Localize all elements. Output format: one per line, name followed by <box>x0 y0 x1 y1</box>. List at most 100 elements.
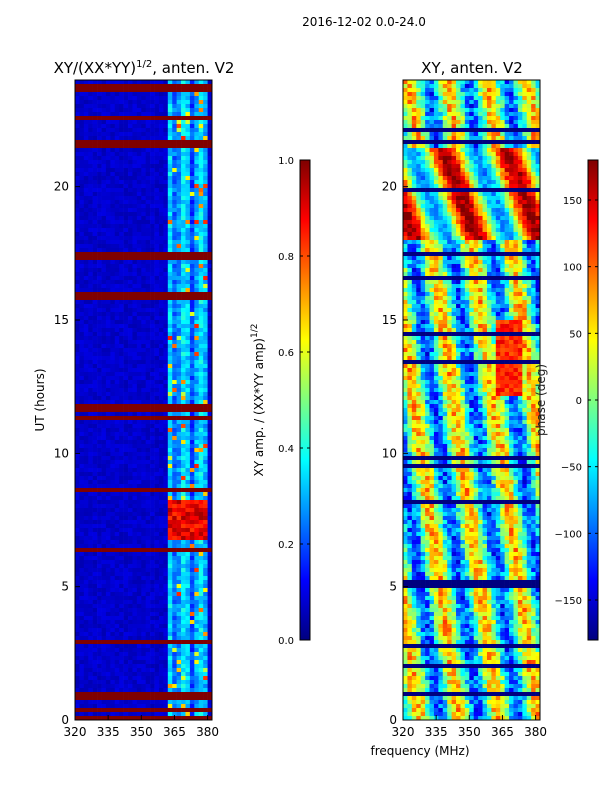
left-cell <box>123 624 129 629</box>
left-cell <box>136 416 142 421</box>
left-cell <box>198 104 204 109</box>
left-cell <box>207 348 213 353</box>
left-cell <box>128 180 133 185</box>
left-cell <box>110 704 116 709</box>
left-cell <box>132 692 138 697</box>
left-cell <box>101 664 107 669</box>
left-cell <box>163 244 169 249</box>
left-cell <box>198 532 204 537</box>
left-cell <box>189 124 195 129</box>
left-cell <box>105 628 111 633</box>
left-cell <box>158 552 164 557</box>
left-cell <box>88 496 93 501</box>
ytick-label: 0 <box>61 713 69 727</box>
left-cell <box>105 332 111 337</box>
left-cell <box>154 432 160 437</box>
left-cell <box>88 524 93 529</box>
left-cell <box>198 316 204 321</box>
left-cell <box>194 576 200 581</box>
left-cell <box>176 244 182 249</box>
left-cell <box>114 396 120 401</box>
left-cell <box>128 304 133 309</box>
left-cell <box>189 484 195 489</box>
left-cell <box>119 548 124 553</box>
left-cell <box>97 372 102 377</box>
left-cell <box>105 236 111 241</box>
left-cell <box>128 204 133 209</box>
left-cell <box>203 504 208 509</box>
left-cell <box>181 688 186 693</box>
left-cell <box>105 300 111 305</box>
left-cell <box>119 560 124 565</box>
left-cell <box>203 388 208 393</box>
left-cell <box>123 316 129 321</box>
left-cell <box>154 628 160 633</box>
left-cell <box>97 608 102 613</box>
left-cell <box>141 280 147 285</box>
left-cell <box>110 316 116 321</box>
left-cell <box>123 544 129 549</box>
left-cell <box>198 664 204 669</box>
left-cell <box>128 448 133 453</box>
left-cell <box>92 244 98 249</box>
left-cell <box>194 292 200 297</box>
left-cell <box>92 516 98 521</box>
left-cell <box>198 340 204 345</box>
left-cell <box>203 528 208 533</box>
left-cell <box>167 144 173 149</box>
left-cell <box>150 472 155 477</box>
left-cell <box>163 328 169 333</box>
left-cell <box>198 372 204 377</box>
left-cell <box>150 580 155 585</box>
left-cell <box>136 696 142 701</box>
left-cell <box>128 380 133 385</box>
left-cell <box>88 252 93 257</box>
left-cell <box>163 636 169 641</box>
left-cell <box>88 448 93 453</box>
left-cell <box>128 348 133 353</box>
left-cell <box>83 300 89 305</box>
left-cell <box>88 604 93 609</box>
left-cell <box>163 432 169 437</box>
left-cell <box>92 172 98 177</box>
left-cell <box>114 492 120 497</box>
left-cell <box>101 272 107 277</box>
left-cell <box>123 88 129 93</box>
left-cell <box>114 476 120 481</box>
left-cell <box>110 380 116 385</box>
left-cell <box>92 160 98 165</box>
left-cell <box>189 488 195 493</box>
left-cell <box>181 588 186 593</box>
left-cell <box>194 288 200 293</box>
left-cell <box>97 344 102 349</box>
left-cell <box>141 544 147 549</box>
left-cell <box>167 248 173 253</box>
left-cell <box>141 588 147 593</box>
left-cell <box>181 632 186 637</box>
left-cell <box>158 100 164 105</box>
left-cell <box>198 196 204 201</box>
left-cell <box>88 684 93 689</box>
left-cell <box>154 424 160 429</box>
left-cell <box>110 436 116 441</box>
left-cell <box>207 632 213 637</box>
left-cell <box>105 676 111 681</box>
left-cell <box>145 340 151 345</box>
left-cell <box>123 244 129 249</box>
left-cell <box>185 456 191 461</box>
left-cell <box>119 104 124 109</box>
left-cell <box>163 592 169 597</box>
left-cell <box>79 320 85 325</box>
left-cell <box>101 244 107 249</box>
left-cell <box>97 472 102 477</box>
left-cell <box>167 504 173 509</box>
left-cell <box>110 104 116 109</box>
left-cell <box>141 216 147 221</box>
left-cell <box>92 524 98 529</box>
left-cell <box>176 584 182 589</box>
left-cell <box>75 272 80 277</box>
left-cell <box>123 500 129 505</box>
left-cell <box>207 560 213 565</box>
left-cell <box>150 260 155 265</box>
left-cell <box>110 244 116 249</box>
